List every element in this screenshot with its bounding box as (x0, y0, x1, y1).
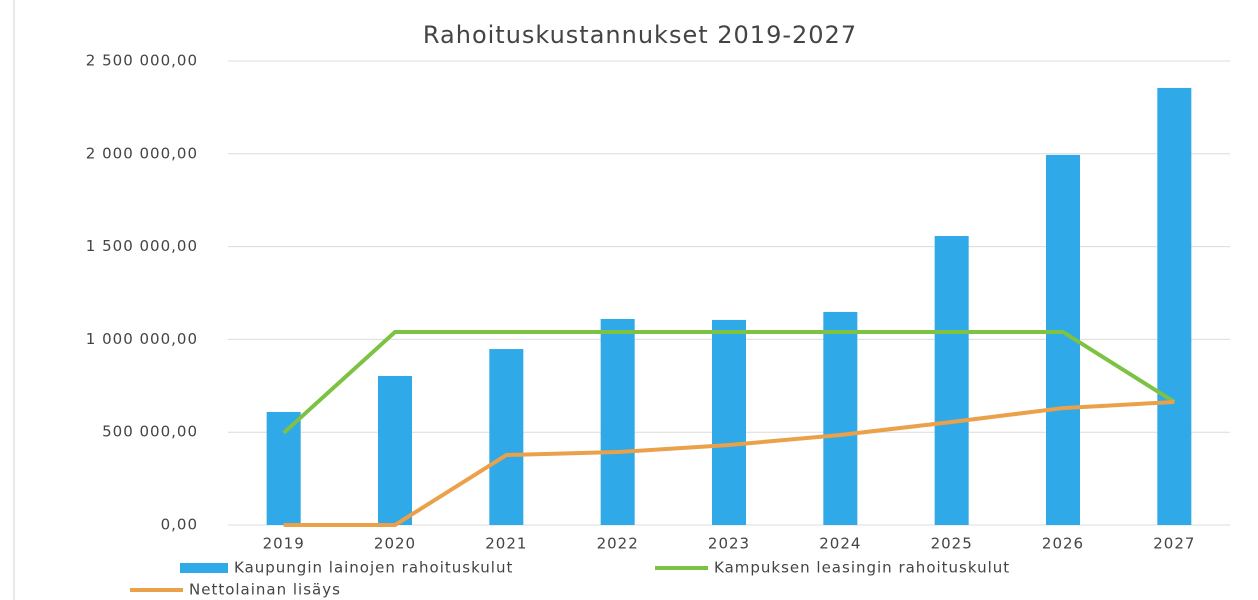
bar (266, 411, 301, 525)
y-tick-label: 1 000 000,00 (86, 330, 198, 348)
bar (934, 236, 969, 525)
line (282, 329, 1176, 435)
chart-title: Rahoituskustannukset 2019-2027 (423, 21, 857, 49)
x-tick-label: 2019 (263, 535, 305, 553)
y-tick-label: 2 000 000,00 (86, 144, 198, 162)
x-tick-label: 2020 (374, 535, 416, 553)
y-tick-label: 1 500 000,00 (86, 237, 198, 255)
x-tick-label: 2023 (708, 535, 750, 553)
x-tick-label: 2021 (485, 535, 527, 553)
x-tick-label: 2026 (1042, 535, 1084, 553)
line (283, 399, 1175, 527)
x-tick-label: 2025 (931, 535, 973, 553)
x-tick-label: 2024 (819, 535, 861, 553)
legend-swatch (180, 563, 228, 573)
legend-label: Kaupungin lainojen rahoituskulut (234, 559, 513, 577)
x-tick-label: 2027 (1153, 535, 1195, 553)
bar (378, 375, 412, 525)
bar (1157, 87, 1192, 526)
y-tick-label: 0,00 (161, 516, 198, 534)
y-tick-label: 2 500 000,00 (86, 52, 198, 70)
x-tick-label: 2022 (597, 535, 639, 553)
bar (489, 349, 524, 525)
bar (823, 311, 858, 525)
legend-label: Kampuksen leasingin rahoituskulut (714, 559, 1010, 577)
bar (600, 318, 635, 525)
legend-label: Nettolainan lisäys (189, 581, 341, 599)
y-tick-label: 500 000,00 (102, 423, 198, 441)
bar (712, 319, 746, 525)
